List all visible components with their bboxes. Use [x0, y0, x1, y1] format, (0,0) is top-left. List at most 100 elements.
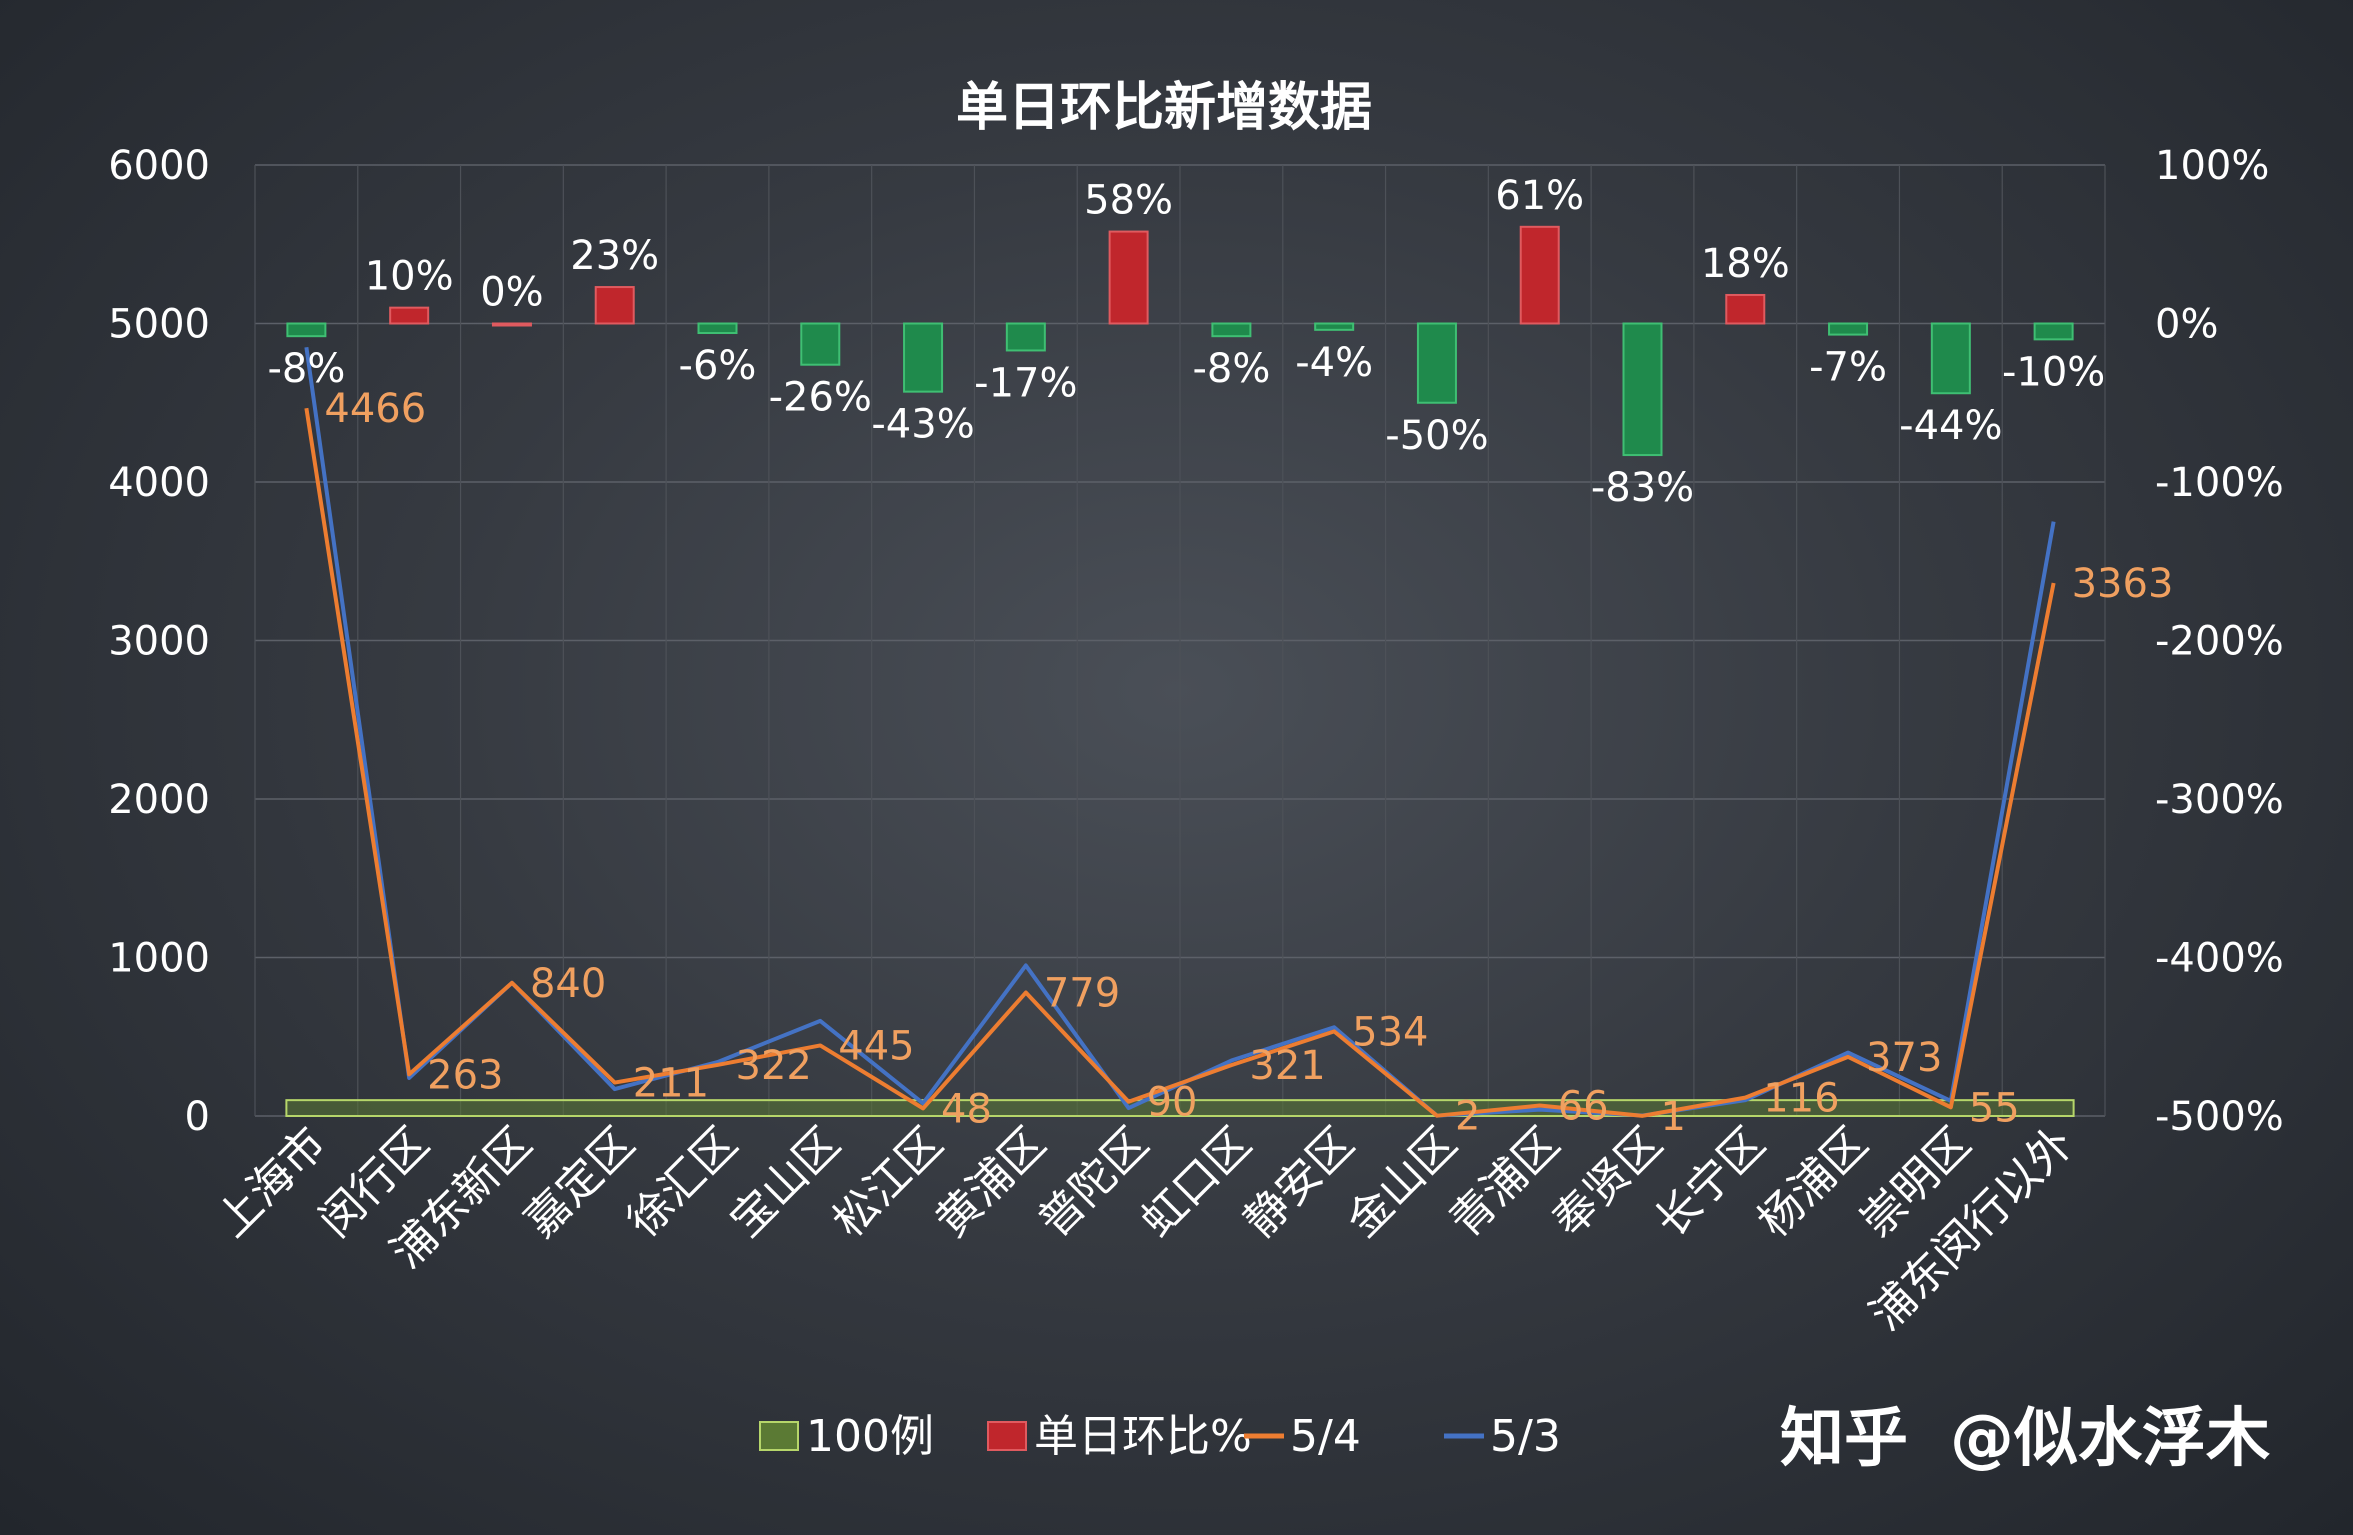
right-tick-label: -100%: [2155, 460, 2284, 506]
pct-bar: [491, 322, 532, 327]
legend-label: 5/4: [1290, 1411, 1361, 1462]
pct-data-label: -43%: [871, 402, 974, 448]
pct-bar: [389, 306, 430, 325]
label-layer: -8% 10% 0% 23% -6% -26%-43%-17% 58% -8% -4% -50% 6…: [267, 173, 2173, 1140]
pct-bar: [1314, 322, 1355, 331]
category-label: 杨浦区: [1748, 1118, 1877, 1247]
pct-data-label: -8%: [1192, 346, 1270, 392]
left-tick-label: 4000: [108, 460, 210, 506]
pct-data-label: 18%: [1701, 241, 1790, 287]
pct-bar: [1005, 322, 1046, 352]
value-data-label: 1: [1661, 1094, 1686, 1140]
value-data-label: 373: [1866, 1035, 1942, 1081]
right-tick-label: 0%: [2155, 302, 2218, 348]
value-data-label: 263: [427, 1052, 503, 1098]
right-axis: -500% -400% -300% -200% -100% 0% 100%: [2155, 143, 2284, 1140]
pct-data-label: -83%: [1591, 465, 1694, 511]
value-data-label: 116: [1763, 1076, 1839, 1122]
pct-bar: [1108, 230, 1149, 325]
category-label: 静安区: [1235, 1118, 1364, 1247]
chart-title: 单日环比新增数据: [956, 78, 1372, 138]
legend-label: 单日环比%: [1034, 1411, 1252, 1462]
category-label: 嘉定区: [515, 1118, 644, 1247]
pct-data-label: 58%: [1084, 178, 1173, 224]
category-label: 普陀区: [1029, 1118, 1158, 1247]
line-series: [304, 407, 2056, 1118]
pct-data-label: 61%: [1495, 173, 1584, 219]
pct-bar: [1519, 225, 1560, 325]
pct-data-label: 23%: [570, 233, 659, 279]
value-data-label: 4466: [324, 386, 426, 432]
watermark-brand: 知乎: [1780, 1402, 1908, 1476]
line-layer: [304, 346, 2056, 1118]
value-data-label: 90: [1147, 1080, 1198, 1126]
watermark: 知乎 @似水浮木: [1780, 1402, 2270, 1476]
pct-bar: [1416, 322, 1457, 404]
value-data-label: 840: [530, 961, 606, 1007]
pct-bar: [1211, 322, 1252, 338]
pct-data-label: -6%: [679, 343, 757, 389]
category-label: 徐汇区: [618, 1118, 747, 1247]
pct-data-label: -44%: [1899, 403, 2002, 449]
pct-bar: [1725, 293, 1766, 325]
pct-data-label: -4%: [1295, 340, 1373, 386]
bar-100-band: [285, 1099, 2075, 1118]
legend-label: 5/3: [1490, 1411, 1561, 1462]
pct-data-label: -10%: [2002, 349, 2105, 395]
pct-data-label: -26%: [769, 375, 872, 421]
category-label: 金山区: [1337, 1118, 1466, 1247]
legend-label: 100例: [806, 1411, 934, 1462]
pct-data-label: 0%: [480, 270, 543, 316]
value-data-label: 211: [633, 1061, 709, 1107]
pct-bar: [594, 286, 635, 325]
pct-data-label: -50%: [1385, 413, 1488, 459]
category-label: 黄浦区: [926, 1118, 1055, 1247]
category-label: 虹口区: [1132, 1118, 1261, 1247]
bar-layer: [285, 225, 2075, 1118]
left-axis: 0 1000 2000 3000 4000 5000 6000: [108, 143, 210, 1140]
value-data-label: 2: [1455, 1094, 1480, 1140]
right-tick-label: -300%: [2155, 777, 2284, 823]
value-data-label: 48: [941, 1086, 992, 1132]
pct-bar: [1828, 322, 1869, 336]
value-data-label: 66: [1558, 1084, 1609, 1130]
left-tick-label: 1000: [108, 936, 210, 982]
pct-bar: [1622, 322, 1663, 457]
left-tick-label: 2000: [108, 777, 210, 823]
category-label: 宝山区: [721, 1118, 850, 1247]
legend-swatch: [987, 1421, 1027, 1451]
category-label: 松江区: [823, 1118, 952, 1247]
value-data-label: 534: [1352, 1009, 1428, 1055]
legend: 100例 单日环比% 5/4 5/3: [759, 1411, 1561, 1462]
pct-bar: [286, 322, 327, 338]
right-tick-label: -400%: [2155, 936, 2284, 982]
value-data-label: 55: [1969, 1085, 2020, 1131]
watermark-author: @似水浮木: [1950, 1402, 2270, 1476]
value-data-label: 779: [1044, 971, 1120, 1017]
category-label: 上海市: [207, 1118, 336, 1247]
pct-bar: [1930, 322, 1971, 395]
right-tick-label: 100%: [2155, 143, 2269, 189]
left-tick-label: 0: [185, 1094, 210, 1140]
pct-bar: [800, 322, 841, 366]
value-data-label: 3363: [2072, 561, 2174, 607]
right-tick-label: -500%: [2155, 1094, 2284, 1140]
left-tick-label: 5000: [108, 302, 210, 348]
pct-bar: [697, 322, 738, 335]
grid-layer: [254, 164, 2106, 1117]
value-data-label: 445: [838, 1023, 914, 1069]
pct-data-label: 10%: [365, 254, 454, 300]
left-tick-label: 6000: [108, 143, 210, 189]
pct-data-label: -17%: [974, 360, 1077, 406]
pct-data-label: -8%: [267, 346, 345, 392]
value-data-label: 322: [736, 1043, 812, 1089]
pct-bar: [2033, 322, 2074, 341]
pct-bar: [903, 322, 944, 393]
right-tick-label: -200%: [2155, 619, 2284, 665]
legend-swatch: [759, 1421, 799, 1451]
value-data-label: 321: [1249, 1043, 1325, 1089]
left-tick-label: 3000: [108, 619, 210, 665]
pct-data-label: -7%: [1809, 345, 1887, 391]
